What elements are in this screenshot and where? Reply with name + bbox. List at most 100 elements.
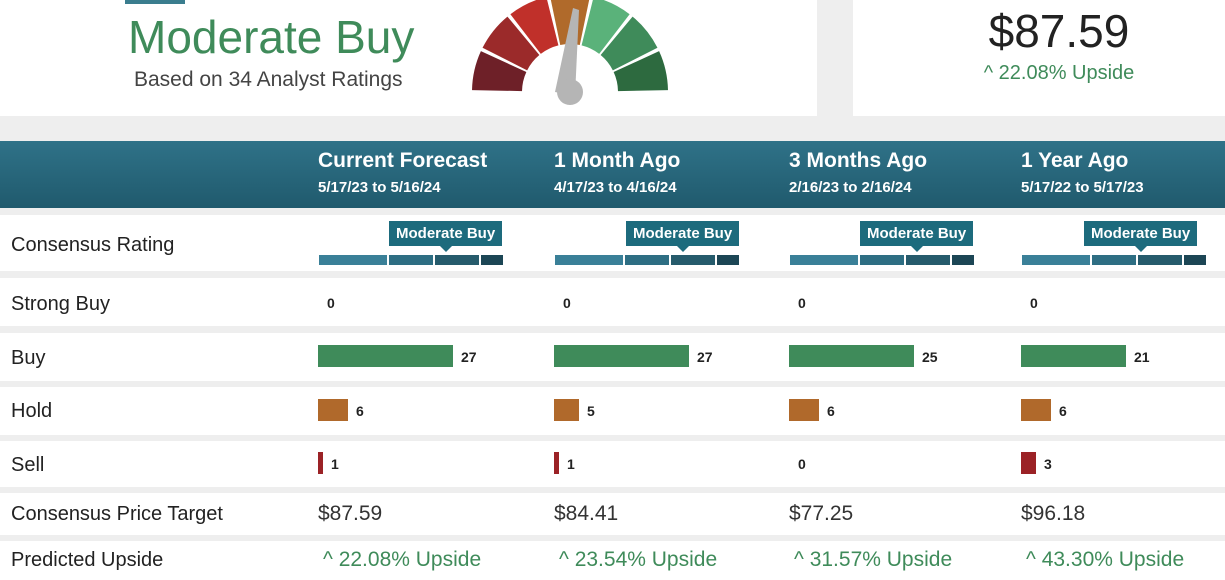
- column-dates: 2/16/23 to 2/16/24: [789, 179, 912, 196]
- row-label-sell: Sell: [11, 454, 45, 476]
- strong-buy-count: 0: [798, 295, 806, 311]
- scale-segment: [1138, 255, 1182, 265]
- column-header-3-months: 3 Months Ago 2/16/23 to 2/16/24: [789, 149, 927, 196]
- upside-text: 22.08% Upside: [338, 548, 482, 571]
- consensus-badge: Moderate Buy: [1084, 221, 1198, 252]
- gauge-needle: [555, 8, 579, 96]
- predicted-upside-row: Predicted Upside ^ 22.08% Upside ^ 23.54…: [0, 541, 1225, 580]
- row-label-strong-buy: Strong Buy: [11, 293, 110, 315]
- gauge-needle-hub: [557, 79, 583, 105]
- sell-bar: [318, 452, 323, 474]
- sell-count: 0: [798, 456, 806, 472]
- sell-bar: [554, 452, 559, 474]
- consensus-cell: Moderate Buy: [319, 215, 505, 271]
- sell-count: 3: [1044, 456, 1052, 472]
- chevron-up-icon: ^: [1026, 548, 1036, 571]
- analyst-count-text: Based on 34 Analyst Ratings: [134, 68, 403, 91]
- chevron-up-icon: ^: [559, 548, 569, 571]
- scale-segment: [790, 255, 858, 265]
- strong-buy-row: Strong Buy 0 0 0 0: [0, 278, 1225, 326]
- row-label-hold: Hold: [11, 400, 53, 422]
- upside-cell: ^ 22.08% Upside: [323, 548, 481, 572]
- rating-scale: [555, 255, 741, 265]
- column-header-1-month: 1 Month Ago 4/17/23 to 4/16/24: [554, 149, 680, 196]
- upside-cell: ^ 31.57% Upside: [794, 548, 952, 572]
- row-label-consensus: Consensus Rating: [11, 234, 175, 256]
- scale-segment: [1092, 255, 1136, 265]
- upside-text: 23.54% Upside: [574, 548, 718, 571]
- consensus-badge: Moderate Buy: [626, 221, 740, 252]
- strong-buy-count: 0: [327, 295, 335, 311]
- chevron-up-icon: ^: [794, 548, 804, 571]
- gauge-segment: [613, 51, 668, 92]
- scale-segment: [555, 255, 623, 265]
- hold-row: Hold 6 5 6 6: [0, 387, 1225, 435]
- column-heading: 1 Year Ago: [1021, 149, 1129, 172]
- price-target-cell: $77.25: [789, 502, 854, 525]
- scale-segment: [1184, 255, 1206, 265]
- rating-gauge: [472, 0, 668, 105]
- price-target-cell: $96.18: [1021, 502, 1086, 525]
- chevron-up-icon: ^: [323, 548, 333, 571]
- column-header-current: Current Forecast 5/17/23 to 5/16/24: [318, 149, 487, 196]
- column-heading: Current Forecast: [318, 149, 488, 172]
- hold-bar: [318, 399, 348, 421]
- scale-segment: [1022, 255, 1090, 265]
- price-target-cell: $87.59: [318, 502, 383, 525]
- row-label-price-target: Consensus Price Target: [11, 503, 223, 525]
- sell-row: Sell 1 1 0 3: [0, 441, 1225, 487]
- scale-segment: [625, 255, 669, 265]
- price-target-cell: $84.41: [554, 502, 619, 525]
- scale-segment: [435, 255, 479, 265]
- hold-count: 5: [587, 403, 595, 419]
- scale-segment: [906, 255, 950, 265]
- buy-count: 25: [922, 349, 938, 365]
- upside-summary-text: 22.08% Upside: [998, 62, 1135, 84]
- consensus-cell: Moderate Buy: [555, 215, 741, 271]
- upside-text: 43.30% Upside: [1041, 548, 1185, 571]
- gauge-segment: [600, 16, 658, 71]
- consensus-cell: Moderate Buy: [1022, 215, 1208, 271]
- consensus-rating-row: Consensus Rating Moderate Buy Moderate B…: [0, 215, 1225, 271]
- price-target-value: $87.59: [988, 5, 1130, 57]
- row-label-buy: Buy: [11, 347, 46, 369]
- consensus-badge: Moderate Buy: [389, 221, 503, 252]
- buy-count: 27: [461, 349, 477, 365]
- chevron-up-icon: ^: [983, 62, 994, 84]
- scale-segment: [671, 255, 715, 265]
- consensus-cell: Moderate Buy: [790, 215, 976, 271]
- rating-scale: [319, 255, 505, 265]
- scale-segment: [389, 255, 433, 265]
- hold-bar: [789, 399, 819, 421]
- hold-count: 6: [1059, 403, 1067, 419]
- scale-segment: [481, 255, 503, 265]
- hold-bar: [554, 399, 579, 421]
- buy-count: 27: [697, 349, 713, 365]
- rating-scale: [1022, 255, 1208, 265]
- rating-summary-card: Moderate Buy Based on 34 Analyst Ratings: [0, 0, 817, 116]
- column-heading: 1 Month Ago: [554, 149, 681, 172]
- rating-scale: [790, 255, 976, 265]
- gauge-segment: [482, 16, 540, 71]
- strong-buy-count: 0: [1030, 295, 1038, 311]
- forecast-table-header: Current Forecast 5/17/23 to 5/16/24 1 Mo…: [0, 141, 1225, 208]
- gauge-segment: [581, 0, 630, 54]
- consensus-badge: Moderate Buy: [860, 221, 974, 252]
- upside-text: 31.57% Upside: [809, 548, 953, 571]
- buy-row: Buy 27 27 25 21: [0, 333, 1225, 381]
- hold-count: 6: [356, 403, 364, 419]
- scale-segment: [717, 255, 739, 265]
- hold-bar: [1021, 399, 1051, 421]
- price-target-row: Consensus Price Target $87.59 $84.41 $77…: [0, 493, 1225, 535]
- hold-count: 6: [827, 403, 835, 419]
- column-dates: 4/17/23 to 4/16/24: [554, 179, 677, 196]
- buy-bar: [1021, 345, 1126, 367]
- row-label-upside: Predicted Upside: [11, 549, 164, 571]
- buy-count: 21: [1134, 349, 1150, 365]
- column-dates: 5/17/23 to 5/16/24: [318, 179, 441, 196]
- upside-cell: ^ 23.54% Upside: [559, 548, 717, 572]
- upside-cell: ^ 43.30% Upside: [1026, 548, 1184, 572]
- price-target-card: $87.59 ^ 22.08% Upside: [853, 0, 1225, 116]
- column-dates: 5/17/22 to 5/17/23: [1021, 179, 1144, 196]
- buy-bar: [789, 345, 914, 367]
